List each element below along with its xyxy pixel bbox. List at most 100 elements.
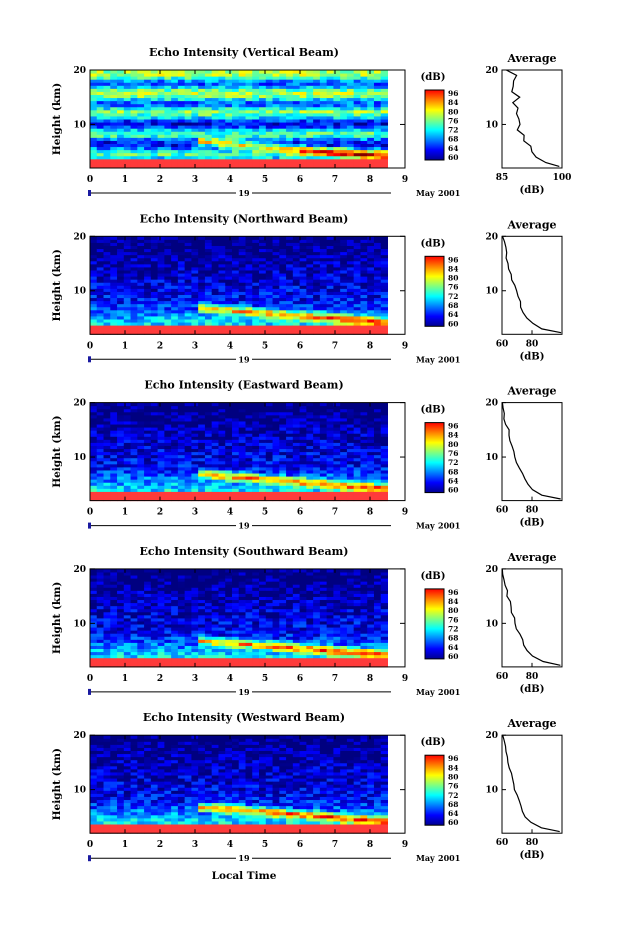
heatmap-cell (225, 94, 233, 99)
heatmap-cell (198, 254, 206, 259)
heatmap-cell (272, 451, 280, 456)
heatmap-cell (130, 642, 138, 646)
heatmap-cell (299, 417, 307, 422)
heatmap-cell (137, 636, 145, 640)
heatmap-cell (150, 251, 159, 256)
heatmap-cell (313, 97, 321, 102)
beam-panel-3: Echo Intensity (Southward Beam)0 1 2 3 4 5 6 7 8… (51, 545, 563, 697)
heatmap-cell (184, 476, 192, 480)
heatmap-cell (286, 239, 294, 243)
heatmap-cell (184, 119, 192, 123)
heatmap-cell (346, 491, 355, 495)
heatmap-cell (292, 266, 301, 271)
heatmap-cell (204, 497, 213, 502)
heatmap-cell (177, 608, 186, 613)
heatmap-cell (150, 248, 159, 253)
heatmap-cell (130, 79, 138, 83)
heatmap-cell (326, 109, 334, 114)
heatmap-cell (231, 405, 240, 410)
heatmap-cell (191, 158, 199, 163)
heatmap-cell (238, 88, 247, 92)
heatmap-cell (299, 239, 307, 243)
heatmap-cell (292, 427, 301, 431)
heatmap-cell (238, 155, 247, 160)
heatmap-cell (184, 236, 192, 240)
heatmap-cell (238, 282, 247, 286)
heatmap-cell (157, 645, 165, 650)
heatmap-cell (279, 254, 287, 259)
heatmap-cell (157, 291, 165, 295)
heatmap-cell (110, 251, 118, 256)
heatmap-cell (103, 88, 111, 92)
heatmap-cell (198, 76, 206, 80)
heatmap-cell (110, 269, 118, 274)
heatmap-cell (333, 285, 341, 289)
heatmap-cell (117, 285, 125, 289)
heatmap-cell (96, 97, 105, 102)
heatmap-cell (211, 79, 219, 83)
heatmap-cell (110, 282, 118, 286)
heatmap-cell (313, 273, 321, 277)
heatmap-cell (137, 593, 145, 597)
heatmap-cell (144, 599, 152, 604)
heatmap-cell (137, 466, 145, 471)
heatmap-cell (292, 115, 301, 120)
heatmap-cell (326, 131, 334, 135)
heatmap-cell (130, 581, 138, 585)
heatmap-cell (211, 100, 219, 105)
heatmap-cell (204, 605, 213, 610)
heatmap-cell (130, 236, 138, 240)
heatmap-cell (204, 420, 213, 425)
heatmap-cell (238, 309, 247, 314)
heatmap-cell (367, 273, 375, 277)
heatmap-cell (177, 273, 186, 277)
heatmap-cell (259, 322, 267, 326)
heatmap-cell (184, 76, 192, 80)
heatmap-cell (292, 463, 301, 468)
heatmap-cell (313, 325, 321, 329)
heatmap-cell (286, 143, 294, 148)
heatmap-cell (245, 146, 253, 151)
heatmap-cell (90, 454, 98, 459)
heatmap-cell (360, 76, 368, 80)
heatmap-cell (346, 263, 355, 268)
heatmap-cell (96, 405, 105, 410)
heatmap-cell (333, 460, 341, 465)
heatmap-cell (110, 266, 118, 271)
heatmap-cell (218, 128, 226, 132)
heatmap-cell (211, 303, 219, 308)
heatmap-cell (380, 128, 388, 132)
heatmap-cell (211, 436, 219, 440)
heatmap-cell (238, 161, 247, 166)
heatmap-cell (319, 131, 328, 135)
heatmap-cell (326, 476, 334, 480)
heatmap-cell (191, 128, 199, 132)
heatmap-cell (211, 273, 219, 277)
heatmap-cell (346, 408, 355, 413)
heatmap-cell (110, 417, 118, 422)
heatmap-cell (177, 152, 186, 157)
heatmap-cell (103, 454, 111, 459)
heatmap-cell (137, 155, 145, 160)
heatmap-cell (204, 322, 213, 326)
heatmap-cell (346, 297, 355, 302)
heatmap-cell (373, 322, 382, 326)
heatmap-cell (218, 251, 226, 256)
heatmap-cell (96, 473, 105, 477)
heatmap-cell (164, 309, 172, 314)
heatmap-cell (380, 273, 388, 277)
heatmap-cell (177, 112, 186, 117)
heatmap-cell (171, 276, 179, 280)
heatmap-cell (238, 70, 247, 74)
heatmap-cell (211, 285, 219, 289)
heatmap-cell (137, 590, 145, 594)
heatmap-cell (211, 424, 219, 428)
heatmap-cell (265, 473, 274, 477)
heatmap-cell (218, 119, 226, 123)
heatmap-cell (373, 119, 382, 123)
heatmap-cell (292, 91, 301, 95)
heatmap-cell (319, 318, 328, 323)
heatmap-cell (144, 624, 152, 628)
heatmap-cell (333, 408, 341, 413)
heatmap-cell (225, 82, 233, 86)
